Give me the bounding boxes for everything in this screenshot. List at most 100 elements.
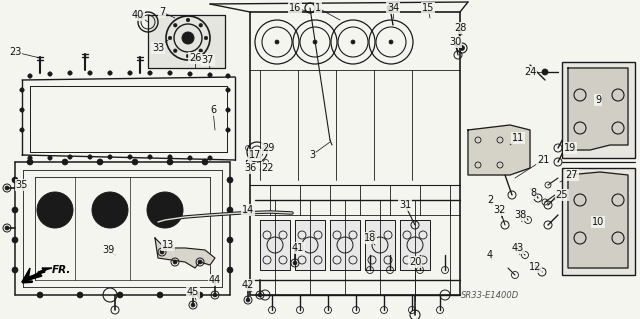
Circle shape [226, 128, 230, 132]
Text: 23: 23 [9, 47, 21, 57]
Polygon shape [400, 220, 430, 270]
Circle shape [173, 260, 177, 264]
Circle shape [227, 177, 233, 183]
Circle shape [227, 237, 233, 243]
Circle shape [12, 237, 18, 243]
Text: 11: 11 [512, 133, 524, 143]
Circle shape [20, 88, 24, 92]
Circle shape [88, 71, 92, 75]
Text: 5: 5 [244, 160, 250, 170]
Text: 28: 28 [454, 23, 466, 33]
Text: FR.: FR. [52, 265, 72, 275]
Circle shape [147, 192, 183, 228]
Circle shape [226, 74, 230, 78]
Circle shape [77, 292, 83, 298]
Circle shape [173, 49, 177, 53]
Text: 21: 21 [537, 155, 549, 165]
Circle shape [186, 54, 190, 58]
Text: 35: 35 [16, 180, 28, 190]
Text: 30: 30 [449, 37, 461, 47]
Circle shape [199, 49, 202, 53]
Circle shape [191, 303, 195, 307]
Circle shape [68, 71, 72, 75]
Text: SR33-E1400D: SR33-E1400D [461, 291, 519, 300]
Text: 9: 9 [595, 95, 601, 105]
Polygon shape [148, 15, 225, 68]
Circle shape [227, 267, 233, 273]
Text: 29: 29 [262, 143, 274, 153]
Text: 2: 2 [487, 195, 493, 205]
Polygon shape [468, 125, 530, 175]
Text: 22: 22 [262, 163, 275, 173]
Circle shape [460, 46, 465, 50]
Circle shape [213, 293, 217, 297]
Circle shape [5, 186, 9, 190]
Text: 17: 17 [249, 150, 261, 160]
Polygon shape [330, 220, 360, 270]
Circle shape [208, 156, 212, 160]
Circle shape [117, 292, 123, 298]
Circle shape [182, 32, 194, 44]
Circle shape [199, 24, 202, 27]
Circle shape [28, 74, 32, 78]
Circle shape [167, 159, 173, 165]
Text: 20: 20 [409, 257, 421, 267]
Circle shape [12, 207, 18, 213]
Circle shape [351, 40, 355, 44]
Circle shape [128, 155, 132, 159]
Circle shape [173, 24, 177, 27]
Circle shape [208, 73, 212, 77]
Circle shape [246, 298, 250, 302]
Polygon shape [295, 220, 325, 270]
Circle shape [275, 40, 279, 44]
Circle shape [258, 293, 262, 297]
Circle shape [12, 177, 18, 183]
Circle shape [20, 108, 24, 112]
Circle shape [148, 71, 152, 75]
Circle shape [227, 207, 233, 213]
Text: 18: 18 [364, 233, 376, 243]
Circle shape [97, 159, 103, 165]
Polygon shape [22, 268, 52, 282]
Text: 8: 8 [530, 188, 536, 198]
Circle shape [92, 192, 128, 228]
Circle shape [188, 156, 192, 160]
Circle shape [108, 155, 112, 159]
Circle shape [20, 128, 24, 132]
Text: 32: 32 [494, 205, 506, 215]
Text: 45: 45 [187, 287, 199, 297]
Circle shape [226, 88, 230, 92]
Text: 37: 37 [202, 55, 214, 65]
Polygon shape [568, 68, 628, 150]
Text: 14: 14 [242, 205, 254, 215]
Text: 27: 27 [566, 170, 579, 180]
Circle shape [197, 292, 203, 298]
Text: 40: 40 [132, 10, 144, 20]
Circle shape [389, 40, 393, 44]
Text: 19: 19 [564, 143, 576, 153]
Text: 38: 38 [514, 210, 526, 220]
Text: 16: 16 [289, 3, 301, 13]
Circle shape [198, 260, 202, 264]
Text: 36: 36 [244, 163, 256, 173]
Text: 34: 34 [387, 3, 399, 13]
Text: 6: 6 [210, 105, 216, 115]
Circle shape [12, 267, 18, 273]
Circle shape [27, 159, 33, 165]
Circle shape [188, 72, 192, 76]
Text: 26: 26 [189, 53, 201, 63]
Circle shape [202, 159, 208, 165]
Circle shape [226, 108, 230, 112]
Circle shape [157, 292, 163, 298]
Circle shape [28, 156, 32, 160]
Text: 25: 25 [556, 190, 568, 200]
Circle shape [37, 192, 73, 228]
Circle shape [293, 261, 297, 265]
Text: 4: 4 [487, 250, 493, 260]
Circle shape [186, 18, 190, 22]
Circle shape [542, 69, 548, 75]
Text: 39: 39 [102, 245, 114, 255]
Bar [562, 62, 635, 158]
Text: 10: 10 [592, 217, 604, 227]
Polygon shape [568, 172, 628, 268]
